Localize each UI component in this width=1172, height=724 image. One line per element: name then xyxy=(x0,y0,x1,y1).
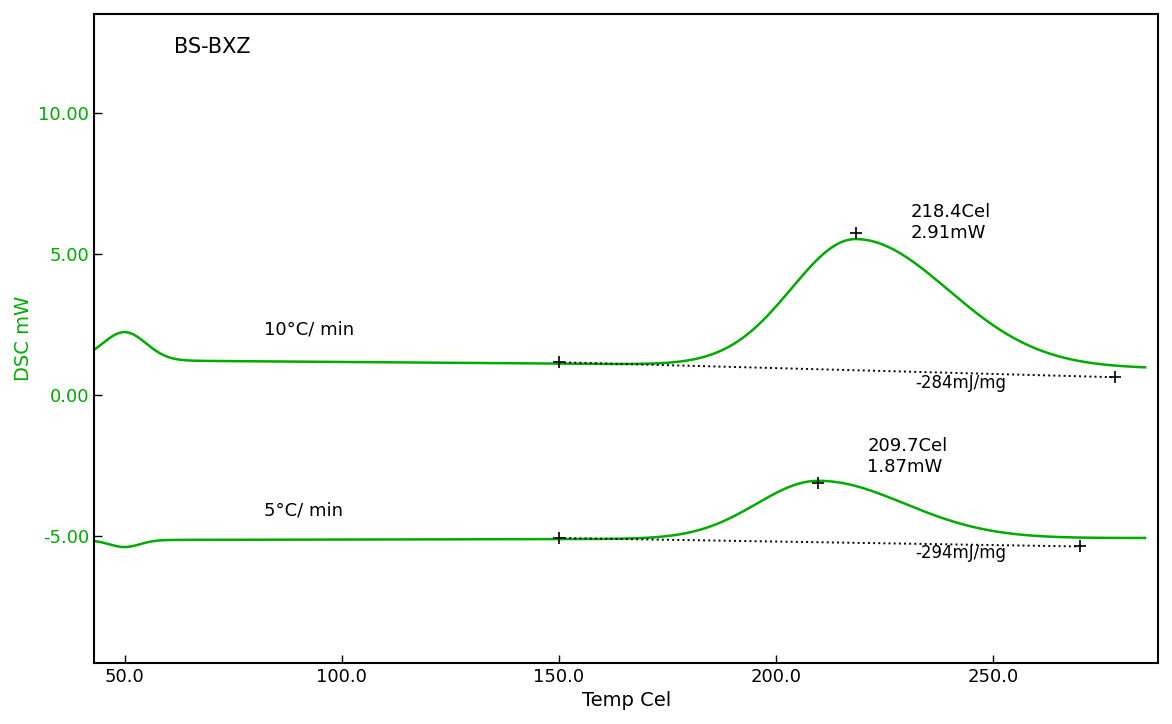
Text: -294mJ/mg: -294mJ/mg xyxy=(915,544,1006,563)
Y-axis label: DSC mW: DSC mW xyxy=(14,295,33,381)
Text: 10°C/ min: 10°C/ min xyxy=(264,321,354,339)
Text: BS-BXZ: BS-BXZ xyxy=(173,37,251,56)
Text: 209.7Cel
1.87mW: 209.7Cel 1.87mW xyxy=(867,437,947,476)
X-axis label: Temp Cel: Temp Cel xyxy=(581,691,670,710)
Text: 218.4Cel
2.91mW: 218.4Cel 2.91mW xyxy=(911,203,990,242)
Text: 5°C/ min: 5°C/ min xyxy=(264,501,342,519)
Text: -284mJ/mg: -284mJ/mg xyxy=(915,374,1006,392)
